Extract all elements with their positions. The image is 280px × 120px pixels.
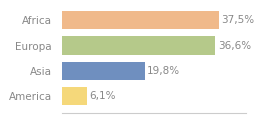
- Bar: [62, 11, 219, 29]
- Bar: [62, 36, 215, 55]
- Text: 36,6%: 36,6%: [218, 41, 251, 51]
- Text: 19,8%: 19,8%: [147, 66, 180, 76]
- Bar: [62, 62, 145, 80]
- Bar: [62, 87, 87, 105]
- Text: 37,5%: 37,5%: [222, 15, 255, 25]
- Text: 6,1%: 6,1%: [90, 91, 116, 101]
